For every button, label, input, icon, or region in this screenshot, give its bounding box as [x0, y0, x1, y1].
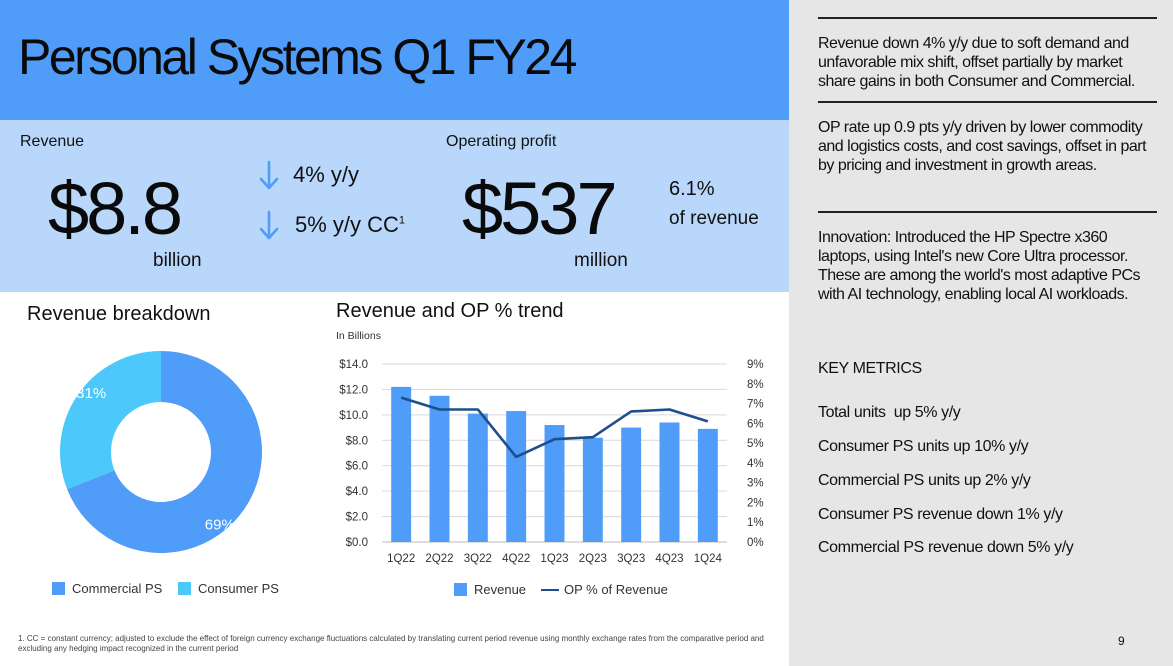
legend-consumer: Consumer PS	[178, 581, 279, 596]
x-tick-label: 1Q24	[694, 553, 723, 565]
revenue-bar	[429, 395, 450, 542]
revenue-label: Revenue	[20, 133, 85, 150]
revenue-bar	[391, 386, 412, 542]
key-metric-item: Consumer PS revenue down 1% y/y	[818, 506, 1063, 523]
revenue-bar	[659, 422, 680, 542]
x-axis-ticks: 1Q22 2Q22 3Q22 4Q22 1Q23 2Q23 3Q23 4Q23 1Q24	[387, 553, 722, 565]
legend-swatch	[454, 583, 467, 596]
commentary-revenue: Revenue down 4% y/y due to soft demand a…	[818, 35, 1135, 90]
x-tick-label: 4Q23	[655, 553, 683, 565]
footnote-ref: 1	[398, 214, 406, 227]
page-number: 9	[1118, 634, 1125, 648]
y2-tick-label: 8%	[747, 379, 764, 391]
legend-label: Revenue	[474, 582, 527, 597]
x-tick-label: 1Q23	[540, 553, 568, 565]
donut-label-commercial: 69%	[205, 516, 235, 533]
op-percent-label: of revenue	[669, 208, 759, 229]
y2-tick-label: 5%	[747, 438, 764, 450]
revenue-bar	[697, 428, 718, 542]
revenue-bar	[544, 425, 565, 542]
y2-tick-label: 7%	[747, 399, 764, 411]
commentary-op: OP rate up 0.9 pts y/y driven by lower c…	[818, 119, 1147, 174]
revenue-bar	[467, 413, 488, 542]
x-tick-label: 3Q23	[617, 553, 645, 565]
donut-slice-consumer	[59, 351, 162, 490]
x-tick-label: 2Q22	[425, 553, 453, 565]
revenue-delta-cc-text: 5% y/y CC	[295, 212, 399, 237]
revenue-bar	[582, 437, 603, 542]
commentary-innovation: Innovation: Introduced the HP Spectre x3…	[818, 229, 1141, 303]
y2-tick-label: 3%	[747, 478, 764, 490]
revenue-bar	[506, 411, 527, 542]
revenue-bars	[391, 386, 718, 542]
x-tick-label: 1Q22	[387, 553, 415, 565]
legend-op: OP % of Revenue	[541, 582, 668, 597]
y-tick-label: $14.0	[339, 359, 368, 371]
legend-swatch	[52, 582, 65, 595]
revenue-bar	[621, 427, 642, 542]
y2-tick-label: 4%	[747, 458, 764, 470]
trend-chart: $0.0 $2.0 $4.0 $6.0 $8.0 $10.0 $12.0 $14.0 0% 1%…	[339, 359, 764, 565]
donut-label-consumer: 31%	[76, 385, 106, 402]
key-metric-item: Total units up 5% y/y	[818, 404, 961, 421]
x-tick-label: 4Q22	[502, 553, 530, 565]
page-title: Personal Systems Q1 FY24	[18, 29, 577, 85]
legend-line-swatch	[541, 588, 559, 591]
commentary-panel	[789, 0, 1173, 666]
y-tick-label: $4.0	[346, 486, 368, 498]
down-arrow-icon	[258, 160, 280, 197]
legend-swatch	[178, 582, 191, 595]
op-value: $537	[462, 167, 618, 250]
legend-revenue: Revenue	[454, 582, 526, 597]
legend-label: Consumer PS	[198, 581, 279, 596]
down-arrow-icon	[258, 210, 280, 247]
y-tick-label: $10.0	[339, 410, 368, 422]
revenue-value: $8.8	[48, 167, 183, 250]
y-axis-ticks: $0.0 $2.0 $4.0 $6.0 $8.0 $10.0 $12.0 $14.0	[339, 359, 368, 549]
legend-label: Commercial PS	[72, 581, 163, 596]
y2-tick-label: 1%	[747, 517, 764, 529]
op-label: Operating profit	[446, 133, 557, 150]
donut-title: Revenue breakdown	[27, 303, 211, 325]
x-tick-label: 3Q22	[464, 553, 492, 565]
footnote: 1. CC = constant currency; adjusted to e…	[18, 634, 764, 653]
key-metrics-title: KEY METRICS	[818, 360, 922, 377]
op-percent: 6.1%	[669, 178, 715, 200]
divider	[818, 211, 1157, 213]
trend-title: Revenue and OP % trend	[336, 300, 564, 322]
header-band	[0, 0, 789, 120]
y2-tick-label: 6%	[747, 418, 764, 430]
key-metric-item: Consumer PS units up 10% y/y	[818, 438, 1029, 455]
y-tick-label: $12.0	[339, 384, 368, 396]
revenue-delta-yy: 4% y/y	[293, 162, 360, 187]
op-percent-line	[400, 396, 709, 459]
legend-commercial: Commercial PS	[52, 581, 162, 596]
y2-tick-label: 2%	[747, 497, 764, 509]
y2-axis-ticks: 0% 1% 2% 3% 4% 5% 6% 7% 8% 9%	[747, 359, 764, 549]
divider	[818, 17, 1157, 19]
op-line	[400, 396, 709, 459]
key-metric-item: Commercial PS revenue down 5% y/y	[818, 539, 1074, 556]
revenue-delta-cc: 5% y/y CC1	[295, 212, 405, 238]
donut-slice-commercial	[67, 351, 262, 553]
key-metric-item: Commercial PS units up 2% y/y	[818, 472, 1031, 489]
y2-tick-label: 9%	[747, 359, 764, 371]
y-tick-label: $0.0	[346, 537, 368, 549]
y-tick-label: $8.0	[346, 435, 368, 447]
y-tick-label: $6.0	[346, 461, 368, 473]
donut-chart: 69% 31%	[59, 351, 262, 553]
trend-subtitle: In Billions	[336, 330, 381, 342]
revenue-unit: billion	[153, 250, 202, 271]
op-unit: million	[574, 250, 628, 271]
x-tick-label: 2Q23	[579, 553, 607, 565]
y2-tick-label: 0%	[747, 537, 764, 549]
y-tick-label: $2.0	[346, 512, 368, 524]
legend-label: OP % of Revenue	[564, 582, 668, 597]
divider	[818, 101, 1157, 103]
kpi-band	[0, 120, 789, 292]
